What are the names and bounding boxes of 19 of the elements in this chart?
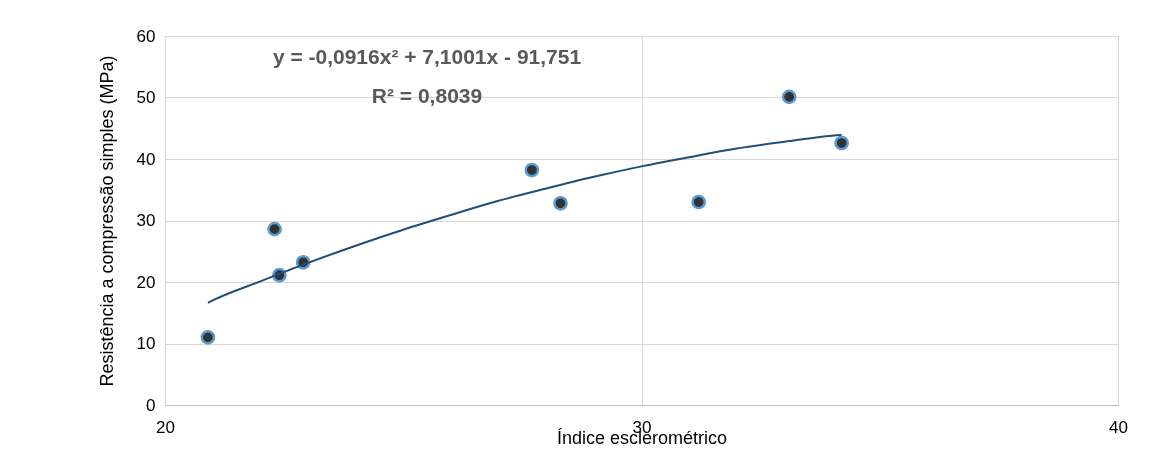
- point: [781, 89, 797, 105]
- y-tick-label: 30: [136, 211, 156, 230]
- y-axis-title: Resistência a compressão simples (MPa): [96, 55, 117, 387]
- point: [267, 221, 282, 237]
- point: [524, 162, 540, 178]
- y-tick-label: 40: [136, 149, 156, 169]
- point: [200, 329, 216, 345]
- y-tick-label: 0: [146, 395, 156, 415]
- y-tick-label: 50: [136, 88, 156, 107]
- annotation: y = -0,0916x² + 7,1001x - 91,751: [272, 45, 582, 68]
- point: [691, 194, 707, 210]
- y-tick-label: 60: [136, 26, 156, 46]
- x-tick-label: 20: [156, 417, 175, 437]
- y-tick-label: 10: [136, 334, 156, 353]
- y-tick-label: 20: [136, 272, 156, 292]
- annotation: R² = 0,8039: [371, 84, 483, 107]
- point: [834, 135, 849, 151]
- x-tick-label: 40: [1109, 417, 1128, 437]
- point: [553, 195, 568, 211]
